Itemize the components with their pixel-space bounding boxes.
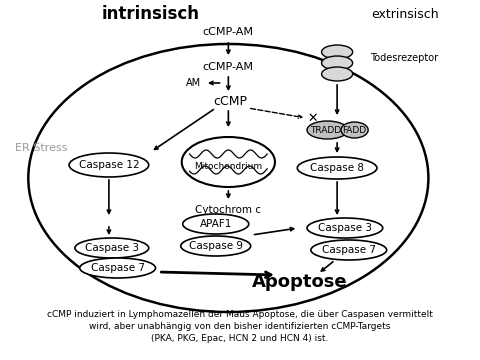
Text: Caspase 3: Caspase 3 <box>318 223 372 233</box>
Ellipse shape <box>322 45 353 59</box>
Text: cCMP-AM: cCMP-AM <box>203 27 254 37</box>
Ellipse shape <box>181 236 251 256</box>
Text: Mitochondrium: Mitochondrium <box>194 162 263 171</box>
Ellipse shape <box>182 137 275 187</box>
Text: Caspase 8: Caspase 8 <box>310 163 364 173</box>
Text: Cytochrom c: Cytochrom c <box>195 205 261 215</box>
Text: cCMP induziert in Lymphomazellen der Maus Apoptose, die über Caspasen vermittelt: cCMP induziert in Lymphomazellen der Mau… <box>47 310 433 343</box>
Text: cCMP-AM: cCMP-AM <box>203 62 254 72</box>
Ellipse shape <box>322 67 353 81</box>
Ellipse shape <box>69 153 149 177</box>
Ellipse shape <box>297 157 377 179</box>
Text: Caspase 7: Caspase 7 <box>322 245 376 255</box>
Text: Caspase 12: Caspase 12 <box>79 160 139 170</box>
Text: AM: AM <box>186 78 201 88</box>
Ellipse shape <box>75 238 149 258</box>
Text: intrinsisch: intrinsisch <box>102 5 200 23</box>
Ellipse shape <box>322 56 353 70</box>
Text: FADD: FADD <box>343 126 367 135</box>
Text: Caspase 3: Caspase 3 <box>85 243 139 253</box>
Ellipse shape <box>341 122 368 138</box>
Ellipse shape <box>80 258 156 278</box>
Text: cCMP: cCMP <box>213 95 247 108</box>
Text: TRADD: TRADD <box>310 126 341 135</box>
Ellipse shape <box>183 214 249 234</box>
Ellipse shape <box>28 44 428 312</box>
Ellipse shape <box>307 218 383 238</box>
Ellipse shape <box>311 240 386 260</box>
Text: Caspase 9: Caspase 9 <box>189 241 243 251</box>
Text: APAF1: APAF1 <box>200 219 232 229</box>
Ellipse shape <box>307 121 348 139</box>
Text: Todesrezeptor: Todesrezeptor <box>370 53 438 63</box>
Text: Apoptose: Apoptose <box>252 273 348 291</box>
Text: Caspase 7: Caspase 7 <box>91 263 144 273</box>
Text: ER Stress: ER Stress <box>15 143 67 153</box>
Text: extrinsisch: extrinsisch <box>371 8 439 21</box>
Text: ✕: ✕ <box>308 112 318 125</box>
